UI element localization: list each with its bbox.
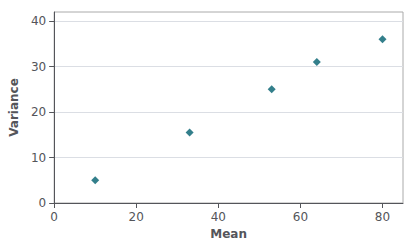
svg-text:0: 0 <box>39 196 47 210</box>
svg-text:0: 0 <box>50 210 58 224</box>
svg-text:Mean: Mean <box>210 227 247 241</box>
svg-text:20: 20 <box>129 210 144 224</box>
svg-text:20: 20 <box>31 105 46 119</box>
svg-text:80: 80 <box>375 210 390 224</box>
svg-text:Variance: Variance <box>7 78 21 137</box>
svg-text:10: 10 <box>31 151 46 165</box>
svg-text:60: 60 <box>293 210 308 224</box>
svg-text:40: 40 <box>31 14 46 28</box>
svg-text:40: 40 <box>211 210 226 224</box>
svg-text:30: 30 <box>31 60 46 74</box>
